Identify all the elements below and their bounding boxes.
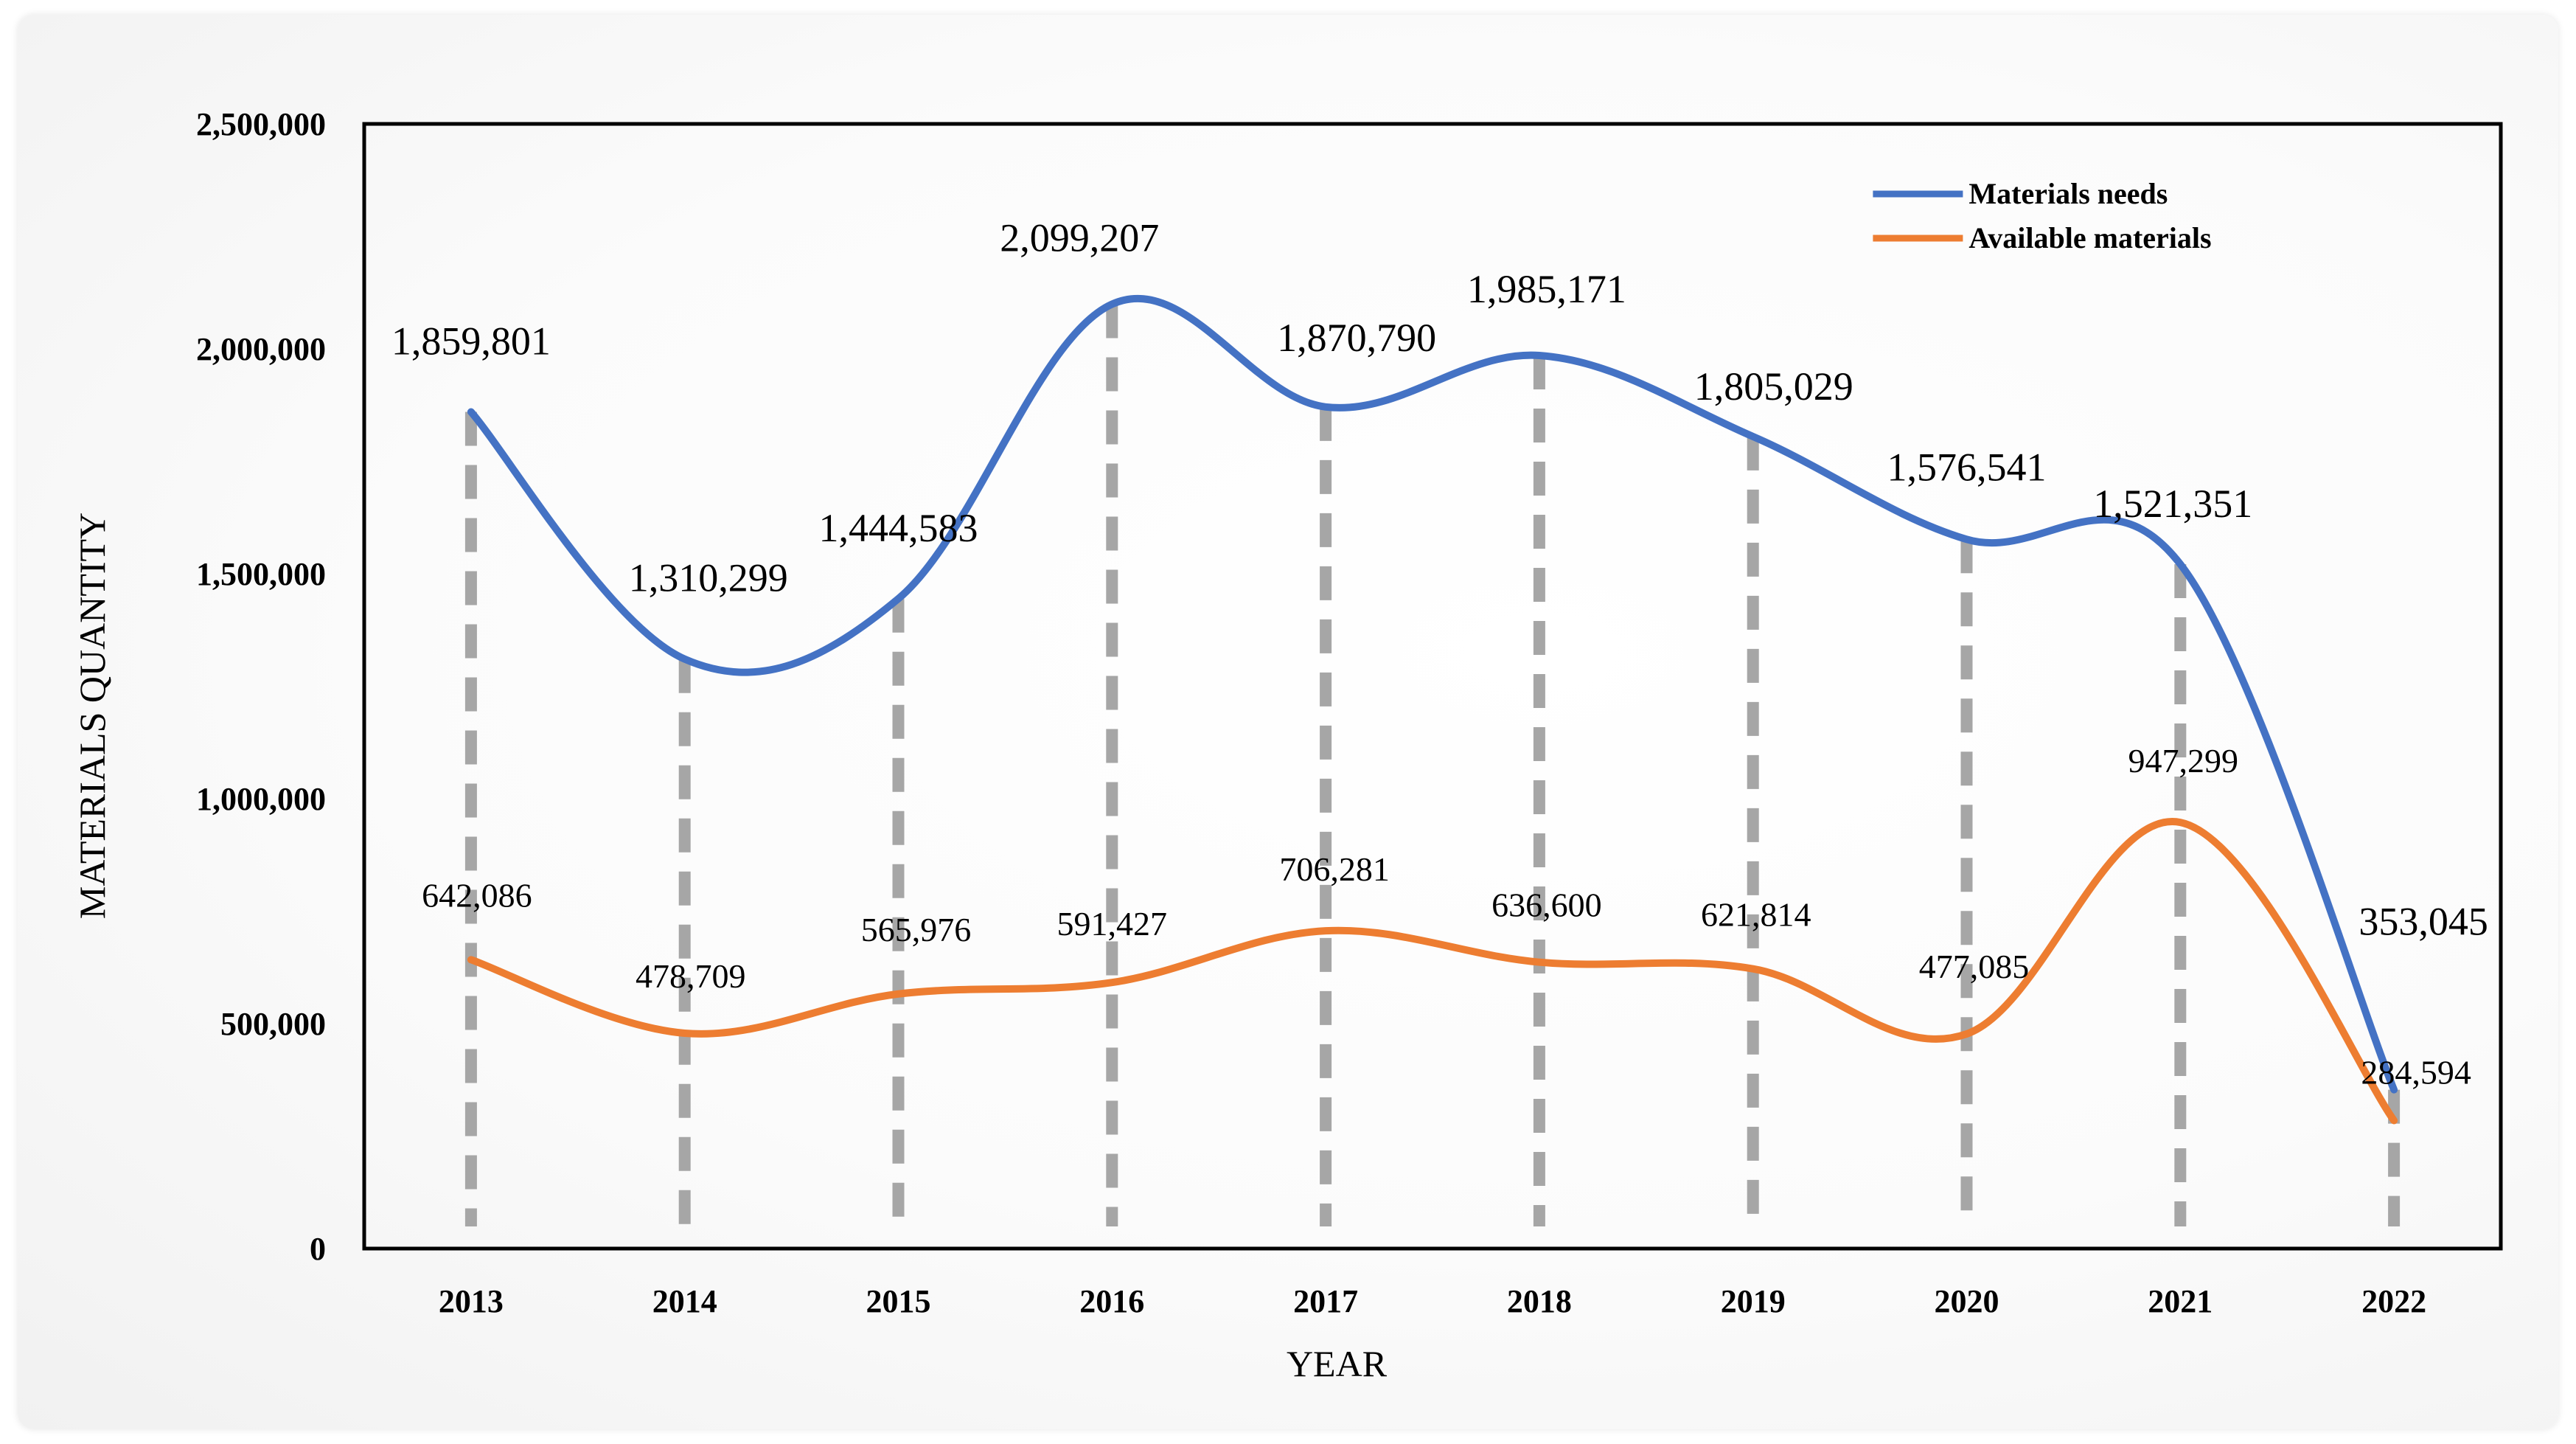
x-axis-title: YEAR xyxy=(1287,1343,1388,1384)
y-tick-label: 2,000,000 xyxy=(196,331,326,367)
x-axis-ticks: 2013 2014 2015 2016 2017 2018 2019 2020 2021 2022 xyxy=(439,1283,2426,1319)
x-tick-label: 2017 xyxy=(1293,1283,1358,1319)
legend: Materials needs Available materials xyxy=(1873,177,2212,254)
chart-frame: 0 500,000 1,000,000 1,500,000 2,000,000 2,500… xyxy=(18,15,2558,1429)
legend-label: Materials needs xyxy=(1968,177,2168,210)
data-label-available-materials: 621,814 xyxy=(1701,896,1811,934)
x-tick-label: 2021 xyxy=(2148,1283,2213,1319)
data-label-available-materials: 642,086 xyxy=(422,876,532,914)
data-label-materials-needs: 1,444,583 xyxy=(819,506,978,550)
data-label-available-materials: 706,281 xyxy=(1279,850,1390,888)
data-label-materials-needs: 2,099,207 xyxy=(1000,215,1159,260)
series-line-available-materials xyxy=(467,818,2398,1125)
data-label-available-materials: 477,085 xyxy=(1919,948,2030,985)
y-axis-ticks: 0 500,000 1,000,000 1,500,000 2,000,000 2,500… xyxy=(196,106,326,1267)
x-tick-label: 2018 xyxy=(1507,1283,1572,1319)
x-tick-label: 2014 xyxy=(652,1283,717,1319)
y-tick-label: 1,000,000 xyxy=(196,781,326,817)
y-tick-label: 500,000 xyxy=(220,1006,326,1042)
x-tick-label: 2016 xyxy=(1079,1283,1144,1319)
x-tick-label: 2019 xyxy=(1721,1283,1786,1319)
data-label-materials-needs: 1,521,351 xyxy=(2093,482,2252,526)
data-label-materials-needs: 1,805,029 xyxy=(1694,364,1853,409)
data-label-available-materials: 591,427 xyxy=(1057,905,1168,943)
line-chart: 0 500,000 1,000,000 1,500,000 2,000,000 2,500… xyxy=(72,106,2503,1384)
data-label-materials-needs: 1,985,171 xyxy=(1467,267,1626,311)
data-label-materials-needs: 353,045 xyxy=(2359,900,2488,944)
x-tick-label: 2022 xyxy=(2361,1283,2426,1319)
drop-lines xyxy=(464,304,2401,1226)
data-label-materials-needs: 1,576,541 xyxy=(1887,445,2047,489)
data-label-materials-needs: 1,859,801 xyxy=(391,319,551,364)
series-lines xyxy=(467,295,2398,1125)
y-tick-label: 1,500,000 xyxy=(196,556,326,592)
data-label-available-materials: 565,976 xyxy=(861,911,972,948)
y-tick-label: 0 xyxy=(310,1231,326,1267)
data-label-available-materials: 636,600 xyxy=(1491,886,1602,924)
data-label-available-materials: 947,299 xyxy=(2128,742,2239,780)
y-axis-title: MATERIALS QUANTITY xyxy=(72,513,113,919)
x-tick-label: 2013 xyxy=(439,1283,504,1319)
data-label-materials-needs: 1,870,790 xyxy=(1277,316,1436,360)
data-label-materials-needs: 1,310,299 xyxy=(629,556,788,600)
data-label-available-materials: 478,709 xyxy=(636,957,746,995)
y-tick-label: 2,500,000 xyxy=(196,106,326,142)
plot-area xyxy=(362,122,2503,1251)
x-tick-label: 2015 xyxy=(866,1283,931,1319)
x-tick-label: 2020 xyxy=(1935,1283,1999,1319)
data-labels: 1,859,801 1,310,299 1,444,583 2,099,207 1,87… xyxy=(391,215,2488,1091)
series-line-materials-needs xyxy=(467,295,2398,1094)
data-label-available-materials: 284,594 xyxy=(2361,1053,2471,1091)
legend-label: Available materials xyxy=(1968,221,2211,254)
